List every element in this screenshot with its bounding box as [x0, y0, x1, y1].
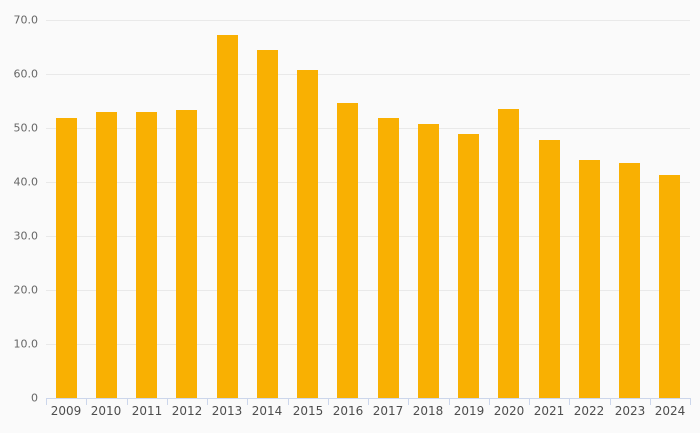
gridline: [46, 290, 690, 291]
bar[interactable]: [498, 109, 519, 398]
x-axis-label: 2020: [493, 404, 525, 418]
gridline: [46, 74, 690, 75]
x-axis-label: 2018: [412, 404, 444, 418]
axis-tick: [86, 399, 87, 405]
x-axis-label: 2017: [372, 404, 404, 418]
bar[interactable]: [257, 50, 278, 398]
x-axis-label: 2019: [453, 404, 485, 418]
y-axis-tick-label: 30.0: [13, 229, 39, 243]
axis-tick: [529, 399, 530, 405]
bar[interactable]: [136, 112, 157, 398]
y-axis-tick-label: 40.0: [13, 175, 39, 189]
axis-tick: [569, 399, 570, 405]
x-axis-line: [46, 398, 691, 399]
axis-tick: [167, 399, 168, 405]
x-axis-label: 2012: [171, 404, 203, 418]
axis-tick: [449, 399, 450, 405]
x-axis-label: 2010: [90, 404, 122, 418]
bar[interactable]: [217, 35, 238, 398]
x-axis-label: 2024: [654, 404, 686, 418]
y-axis-tick-label: 0: [31, 391, 38, 405]
x-axis-label: 2013: [211, 404, 243, 418]
x-axis-label: 2023: [614, 404, 646, 418]
gridline: [46, 236, 690, 237]
bar[interactable]: [659, 175, 680, 398]
axis-tick: [368, 399, 369, 405]
axis-tick: [610, 399, 611, 405]
x-axis-label: 2021: [533, 404, 565, 418]
x-axis-label: 2022: [573, 404, 605, 418]
bar[interactable]: [418, 124, 439, 398]
x-axis-label: 2014: [251, 404, 283, 418]
x-axis-label: 2009: [50, 404, 82, 418]
axis-tick: [288, 399, 289, 405]
gridline: [46, 128, 690, 129]
axis-tick: [247, 399, 248, 405]
axis-tick: [650, 399, 651, 405]
axis-tick: [46, 399, 47, 405]
bar[interactable]: [579, 160, 600, 398]
axis-tick: [408, 399, 409, 405]
axis-tick: [690, 399, 691, 405]
bar[interactable]: [56, 118, 77, 398]
bar[interactable]: [378, 118, 399, 398]
bar[interactable]: [458, 134, 479, 398]
axis-tick: [207, 399, 208, 405]
y-axis-tick-label: 70.0: [13, 13, 39, 27]
bar[interactable]: [176, 110, 197, 398]
bar[interactable]: [337, 103, 358, 398]
y-axis-tick-label: 10.0: [13, 337, 39, 351]
x-axis-label: 2015: [292, 404, 324, 418]
x-axis-label: 2016: [332, 404, 364, 418]
axis-tick: [127, 399, 128, 405]
gridline: [46, 182, 690, 183]
y-axis-tick-label: 50.0: [13, 121, 39, 135]
x-axis-label: 2011: [131, 404, 163, 418]
y-axis-tick-label: 20.0: [13, 283, 39, 297]
axis-tick: [328, 399, 329, 405]
axis-tick: [489, 399, 490, 405]
bar[interactable]: [297, 70, 318, 398]
gridline: [46, 344, 690, 345]
gridline: [46, 20, 690, 21]
bar[interactable]: [619, 163, 640, 398]
y-axis-tick-label: 60.0: [13, 67, 39, 81]
bar[interactable]: [96, 112, 117, 398]
bar[interactable]: [539, 140, 560, 398]
